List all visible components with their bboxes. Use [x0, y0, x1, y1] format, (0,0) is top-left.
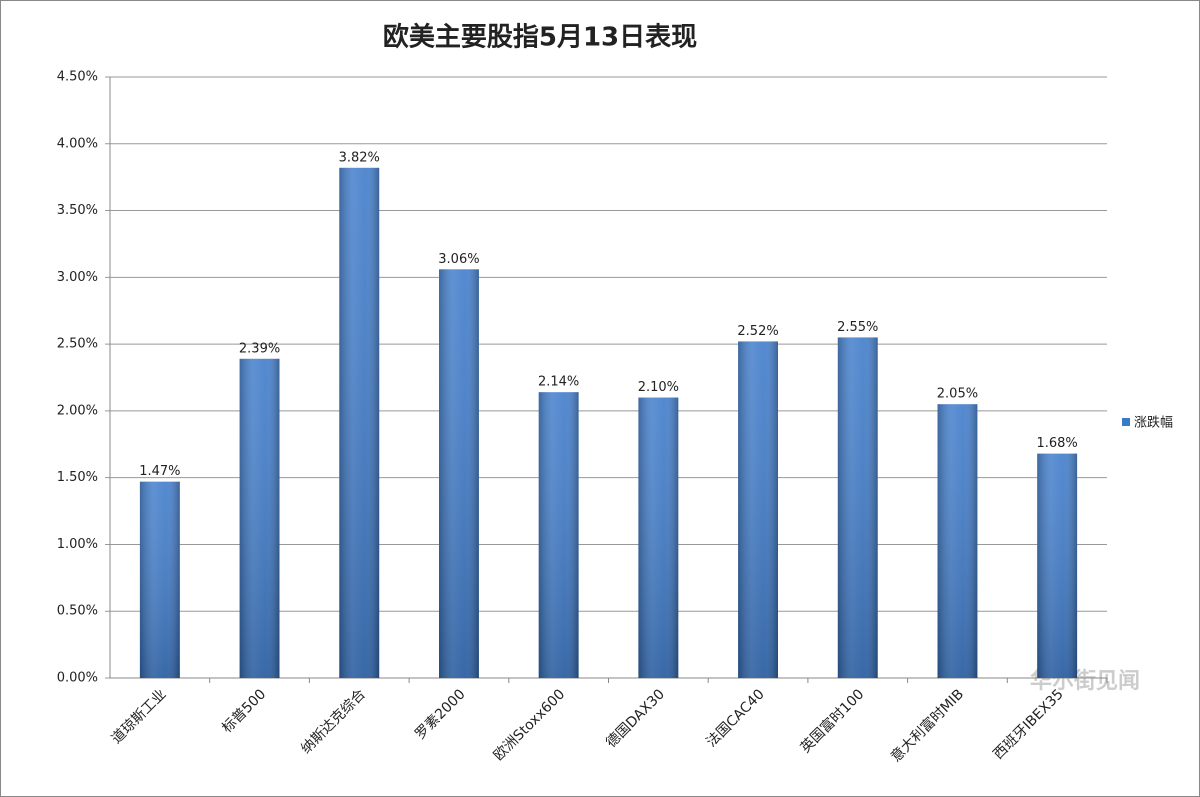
- bar: [738, 341, 778, 678]
- y-tick-label: 3.50%: [57, 203, 98, 218]
- bar: [837, 337, 878, 678]
- bar: [139, 481, 180, 678]
- bar: [937, 404, 978, 678]
- chart-title: 欧美主要股指5月13日表现: [383, 22, 697, 53]
- y-tick-label: 2.00%: [57, 403, 98, 418]
- bar: [638, 397, 679, 678]
- value-label: 2.55%: [837, 320, 878, 335]
- bar: [239, 358, 280, 678]
- legend-label: 涨跌幅: [1134, 415, 1173, 431]
- y-tick-label: 1.50%: [57, 470, 98, 485]
- bar: [1037, 453, 1078, 678]
- value-label: 1.68%: [1036, 436, 1077, 451]
- value-label: 1.47%: [139, 464, 180, 479]
- value-label: 2.52%: [737, 324, 778, 339]
- bar: [538, 392, 579, 678]
- bar: [439, 269, 479, 678]
- y-tick-label: 2.50%: [57, 337, 98, 352]
- y-tick-label: 3.00%: [57, 270, 98, 285]
- y-tick-label: 1.00%: [57, 537, 98, 552]
- value-label: 2.39%: [239, 341, 280, 356]
- value-label: 3.82%: [339, 150, 380, 165]
- y-tick-label: 0.00%: [57, 671, 98, 686]
- y-tick-label: 0.50%: [57, 604, 98, 619]
- bar: [339, 167, 380, 678]
- value-label: 2.05%: [937, 387, 978, 402]
- value-label: 2.10%: [638, 380, 679, 395]
- y-tick-label: 4.50%: [57, 70, 98, 85]
- y-tick-label: 4.00%: [57, 136, 98, 151]
- legend-swatch: [1122, 418, 1130, 426]
- value-label: 2.14%: [538, 375, 579, 390]
- value-label: 3.06%: [438, 252, 479, 267]
